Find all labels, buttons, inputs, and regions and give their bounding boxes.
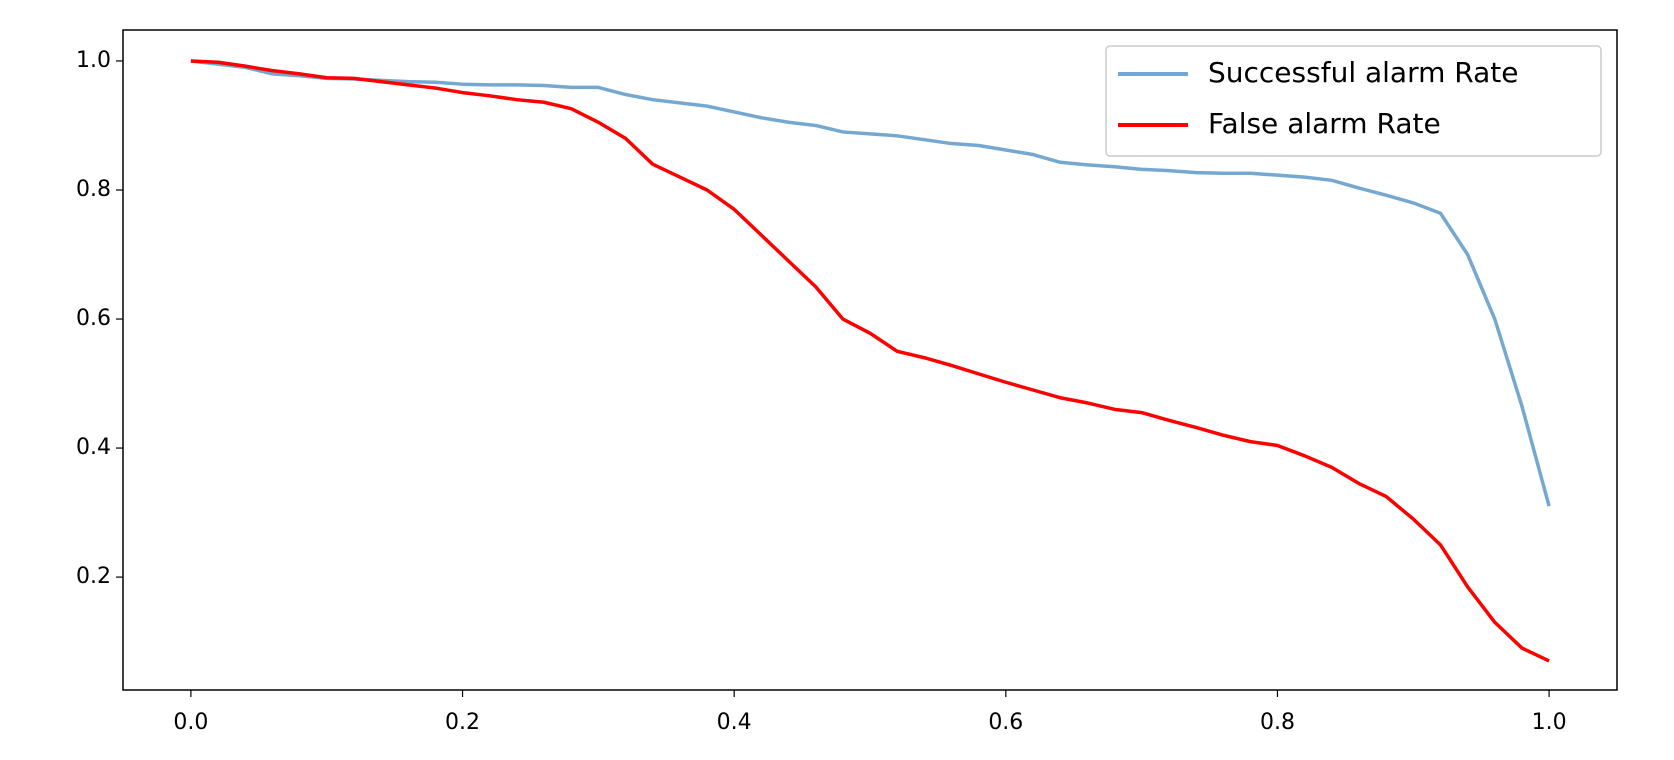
x-tick-label: 0.6: [988, 710, 1023, 735]
y-tick-label: 0.4: [76, 435, 111, 460]
x-tick-label: 0.2: [445, 710, 480, 735]
x-tick-label: 0.8: [1260, 710, 1295, 735]
legend-box: [1105, 45, 1602, 157]
y-tick-label: 0.6: [76, 306, 111, 331]
x-tick-label: 0.0: [173, 710, 208, 735]
y-tick-label: 1.0: [76, 48, 111, 73]
x-tick-label: 1.0: [1532, 710, 1567, 735]
y-tick-label: 0.8: [76, 177, 111, 202]
plot-frame: [122, 29, 1618, 691]
y-tick-label: 0.2: [76, 564, 111, 589]
legend: Successful alarm Rate False alarm Rate: [1105, 45, 1602, 157]
x-tick-label: 0.4: [717, 710, 752, 735]
legend-label: Successful alarm Rate: [1208, 56, 1519, 89]
legend-label: False alarm Rate: [1208, 107, 1441, 140]
series-line: [190, 59, 1550, 663]
series-line: [190, 59, 1551, 507]
